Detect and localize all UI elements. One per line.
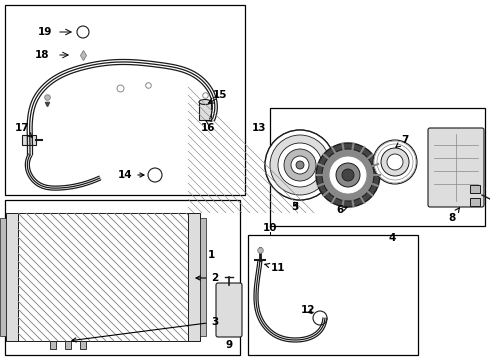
Bar (200, 218, 206, 336)
Text: 6: 6 (336, 205, 347, 215)
Circle shape (387, 154, 403, 170)
Circle shape (291, 156, 309, 174)
Circle shape (342, 169, 354, 181)
Ellipse shape (199, 99, 211, 104)
Circle shape (322, 149, 374, 201)
Bar (5, 5, 245, 195)
Text: 11: 11 (265, 263, 285, 273)
Text: 13: 13 (252, 123, 267, 133)
Text: 9: 9 (225, 340, 233, 350)
Text: 14: 14 (118, 170, 144, 180)
Text: 5: 5 (292, 202, 298, 212)
Circle shape (381, 148, 409, 176)
Text: 3: 3 (72, 317, 219, 342)
Bar (199, 102, 211, 120)
Bar (18, 213, 188, 341)
Circle shape (373, 140, 417, 184)
Text: 7: 7 (396, 135, 409, 147)
Circle shape (77, 26, 89, 38)
Circle shape (316, 143, 380, 207)
Bar (6, 213, 18, 341)
Bar (248, 235, 418, 355)
Circle shape (330, 157, 366, 193)
Bar (470, 185, 480, 193)
Circle shape (336, 163, 360, 187)
Circle shape (313, 311, 327, 325)
Text: 12: 12 (301, 305, 315, 315)
FancyBboxPatch shape (428, 128, 484, 207)
Text: 1: 1 (208, 250, 215, 260)
Text: 19: 19 (38, 27, 52, 37)
Bar (470, 198, 480, 206)
Circle shape (148, 168, 162, 182)
Text: 2: 2 (196, 273, 219, 283)
Bar (22, 135, 36, 145)
Text: 10: 10 (263, 223, 277, 233)
Text: 8: 8 (448, 208, 460, 223)
Circle shape (284, 149, 316, 181)
Bar (188, 213, 200, 341)
Bar (50, 341, 56, 349)
Text: 15: 15 (213, 90, 227, 100)
Circle shape (278, 143, 322, 187)
FancyBboxPatch shape (216, 283, 242, 337)
Bar (0, 218, 6, 336)
Text: 4: 4 (388, 233, 396, 243)
Bar (5, 200, 240, 355)
Text: 18: 18 (35, 50, 49, 60)
Bar (65, 341, 71, 349)
Bar (270, 108, 485, 226)
Circle shape (296, 161, 304, 169)
Circle shape (265, 130, 335, 200)
Circle shape (270, 135, 330, 195)
Text: 17: 17 (15, 123, 33, 138)
Text: 16: 16 (201, 123, 215, 133)
Bar (80, 341, 86, 349)
